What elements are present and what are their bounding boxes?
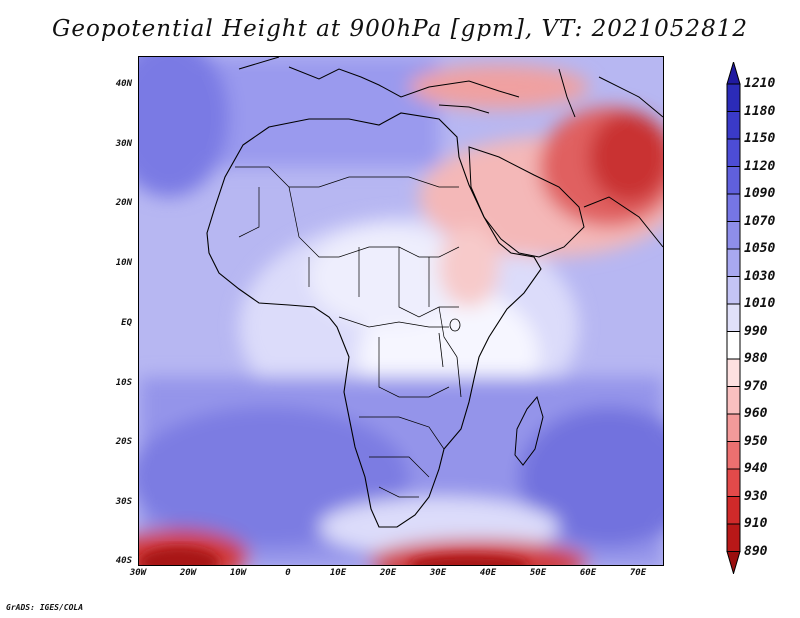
colorbar-level-label: 930 [744,488,768,504]
lat-tick-label: 30S [115,497,132,507]
colorbar-level-label: 910 [744,516,768,531]
colorbar-segment [726,276,741,305]
map-panel [138,56,664,566]
colorbar-bottom-arrow [726,551,741,576]
colorbar-top-arrow [726,60,741,85]
colorbar-segment [726,193,741,222]
colorbar-level-label: 1030 [744,268,776,284]
lon-tick-label: 10E [329,568,347,578]
lon-tick-label: 20W [179,568,197,578]
colorbar-level-label: 890 [744,543,768,559]
asia-coastline [558,68,663,248]
lon-tick-label: 50E [529,568,547,578]
colorbar-level-label: 1150 [744,131,776,146]
footer-credit: GrADS: IGES/COLA [6,603,84,612]
lon-tick-label: 70E [629,568,647,578]
colorbar-level-label: 1210 [744,76,776,91]
colorbar-segment [726,386,741,415]
colorbar-level-label: 1120 [744,158,776,174]
chart-title: Geopotential Height at 900hPa [gpm], VT:… [52,16,748,42]
colorbar-level-label: 990 [744,323,768,339]
europe-coastline [238,57,520,114]
lat-tick-label: 40S [115,556,132,566]
lon-tick-label: 30E [429,568,447,578]
colorbar-segment [726,523,741,552]
colorbar-segment [726,138,741,167]
colorbar-level-label: 1180 [744,103,776,119]
lat-tick-label: 30N [115,139,132,149]
lon-tick-label: 60E [579,568,597,578]
colorbar-segment [726,441,741,470]
lat-tick-label: 20S [115,437,132,447]
colorbar-segment [726,496,741,525]
colorbar-segment [726,468,741,497]
colorbar-segment [726,221,741,250]
colorbar [726,60,741,578]
lon-tick-label: 40E [479,568,497,578]
colorbar-level-label: 1010 [744,296,776,311]
colorbar-segment [726,358,741,387]
arabia-coastline [468,146,585,258]
africa-coastline [206,112,542,528]
colorbar-level-label: 940 [744,461,768,476]
country-borders [235,166,460,498]
lat-tick-label: 20N [115,198,132,208]
colorbar-level-label: 980 [744,351,768,366]
colorbar-level-label: 1070 [744,213,776,229]
colorbar-segment [726,83,741,112]
lon-tick-label: 0 [285,568,291,578]
lat-tick-label: EQ [121,318,132,328]
lon-tick-label: 10W [229,568,247,578]
colorbar-segment [726,331,741,360]
colorbar-segment [726,248,741,277]
colorbar-level-label: 1090 [744,186,776,201]
lon-tick-label: 30W [129,568,147,578]
colorbar-level-label: 960 [744,406,768,421]
lat-tick-label: 10S [115,378,132,388]
colorbar-level-label: 1050 [744,241,776,256]
colorbar-segment [726,303,741,332]
colorbar-level-label: 950 [744,433,768,449]
lat-tick-label: 10N [115,258,132,268]
lon-tick-label: 20E [379,568,397,578]
colorbar-segment [726,413,741,442]
madagascar-coastline [514,395,544,466]
colorbar-graphic [726,60,741,576]
lat-tick-label: 40N [115,79,132,89]
height-field-map [139,57,663,565]
colorbar-segment [726,166,741,195]
colorbar-level-label: 970 [744,378,768,394]
colorbar-segment [726,111,741,140]
